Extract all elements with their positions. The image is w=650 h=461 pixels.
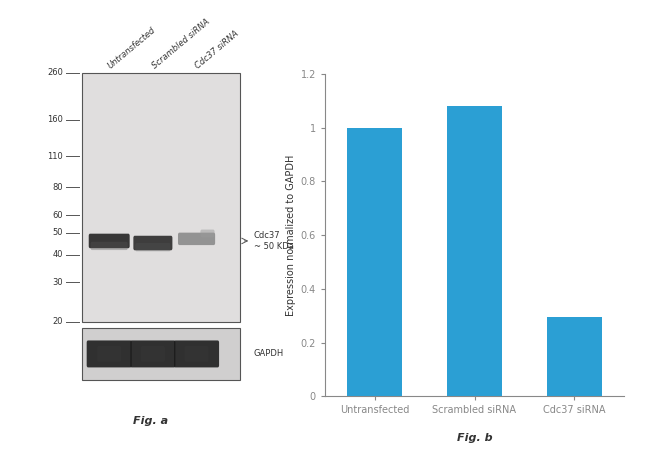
Text: 60: 60 xyxy=(52,211,63,219)
Text: Fig. b: Fig. b xyxy=(457,433,492,443)
Text: 30: 30 xyxy=(52,278,63,287)
Text: 160: 160 xyxy=(47,115,63,124)
Bar xyxy=(347,128,402,396)
FancyBboxPatch shape xyxy=(133,236,172,250)
Y-axis label: Expression normalized to GAPDH: Expression normalized to GAPDH xyxy=(287,154,296,316)
Text: Cdc37 siRNA: Cdc37 siRNA xyxy=(194,29,241,71)
FancyBboxPatch shape xyxy=(86,340,132,367)
Text: 40: 40 xyxy=(52,250,63,259)
FancyBboxPatch shape xyxy=(98,346,121,362)
Text: 80: 80 xyxy=(52,183,63,192)
Bar xyxy=(547,317,602,396)
Text: 110: 110 xyxy=(47,152,63,161)
Bar xyxy=(82,73,240,322)
FancyBboxPatch shape xyxy=(135,243,170,251)
FancyBboxPatch shape xyxy=(90,242,128,250)
Text: Fig. a: Fig. a xyxy=(133,416,168,426)
FancyBboxPatch shape xyxy=(131,340,176,367)
Text: 20: 20 xyxy=(52,317,63,326)
FancyBboxPatch shape xyxy=(141,346,165,362)
Text: 50: 50 xyxy=(52,228,63,237)
FancyBboxPatch shape xyxy=(185,346,209,362)
Bar xyxy=(447,106,502,396)
Text: GAPDH: GAPDH xyxy=(254,349,284,359)
FancyBboxPatch shape xyxy=(88,234,130,248)
Text: Scrambled siRNA: Scrambled siRNA xyxy=(150,18,211,71)
Bar xyxy=(82,328,240,380)
FancyBboxPatch shape xyxy=(174,340,219,367)
Text: Cdc37
~ 50 KDa: Cdc37 ~ 50 KDa xyxy=(254,230,294,251)
Text: 260: 260 xyxy=(47,68,63,77)
FancyBboxPatch shape xyxy=(178,233,215,245)
FancyBboxPatch shape xyxy=(200,230,214,237)
Text: Untransfected: Untransfected xyxy=(107,26,158,71)
